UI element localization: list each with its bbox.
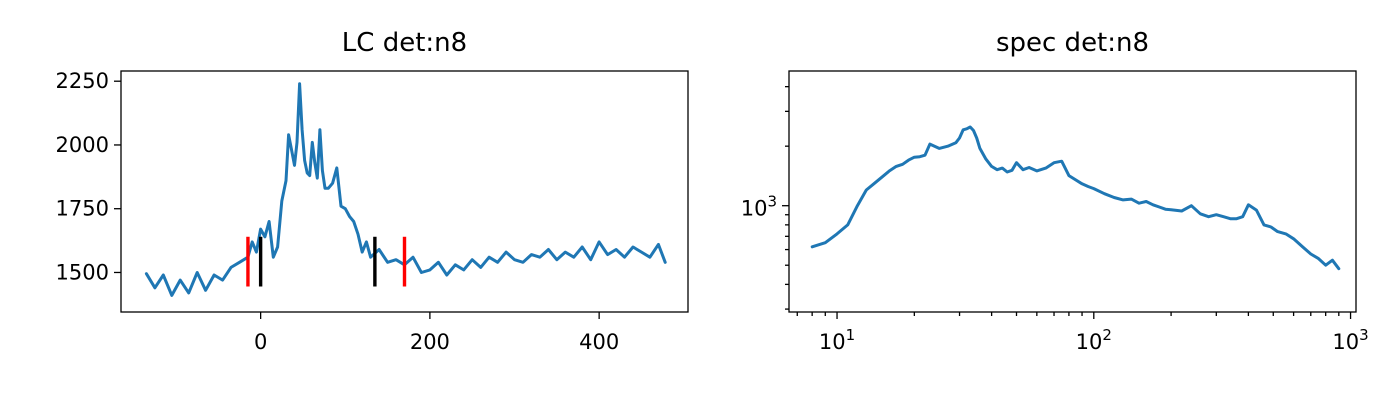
y-tick-label: 1500 bbox=[56, 260, 109, 284]
axes-frame bbox=[120, 70, 689, 313]
y-tick-label: 2000 bbox=[56, 133, 109, 157]
x-tick-label: 101 bbox=[819, 326, 855, 354]
x-tick-label: 102 bbox=[1076, 326, 1112, 354]
x-tick-label: 0 bbox=[254, 330, 267, 354]
y-tick-label: 1750 bbox=[56, 197, 109, 221]
lc-chart-title: LC det:n8 bbox=[342, 28, 467, 58]
spec-chart-title: spec det:n8 bbox=[996, 28, 1149, 58]
x-tick-label: 103 bbox=[1332, 326, 1368, 354]
axes-frame bbox=[788, 70, 1357, 313]
series-line-0 bbox=[144, 82, 667, 297]
x-tick-label: 200 bbox=[410, 330, 450, 354]
lc-chart: LC det:n8 0 200 400 1500 1750 2000 2250 bbox=[56, 28, 689, 354]
spec-chart: spec det:n8 101 102 103 103 bbox=[741, 28, 1369, 354]
y-tick-label: 2250 bbox=[56, 69, 109, 93]
x-tick-label: 400 bbox=[579, 330, 619, 354]
y-tick-label: 103 bbox=[741, 193, 777, 221]
series-line-0 bbox=[810, 125, 1341, 271]
